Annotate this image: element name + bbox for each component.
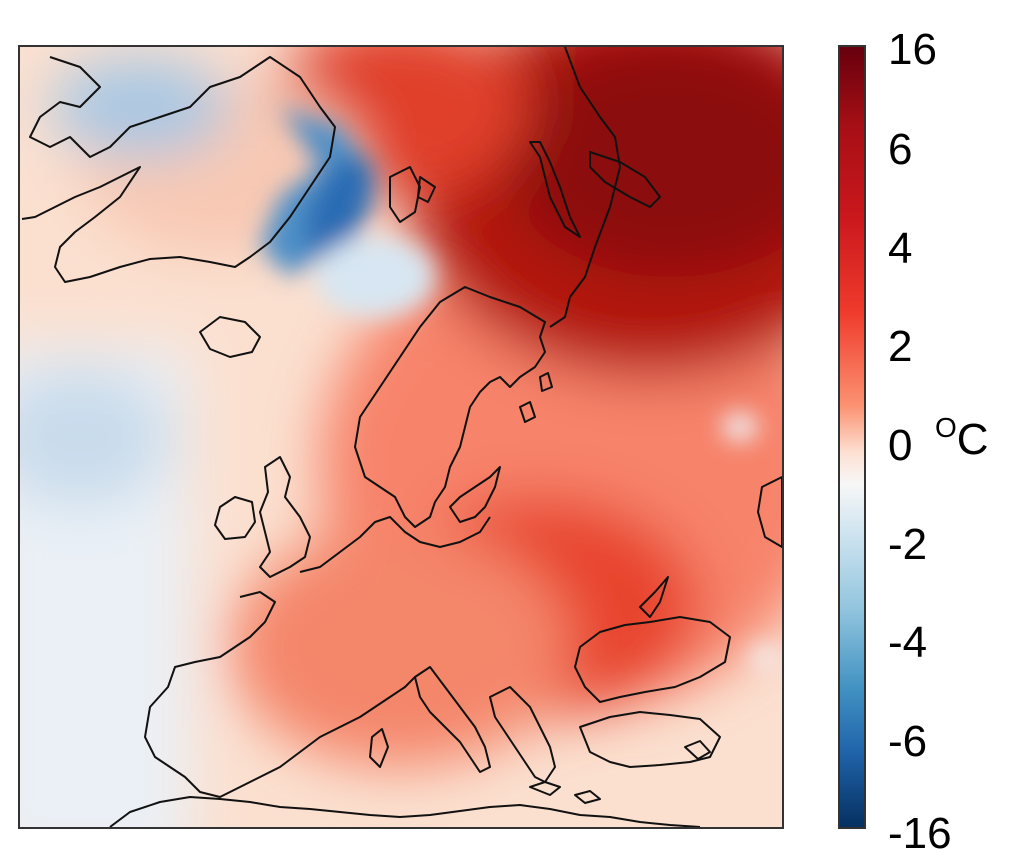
iceland-coast (199, 316, 261, 358)
britain-coast (259, 456, 311, 578)
novaya-zemlya-coast (529, 141, 581, 238)
cold-streak (260, 107, 779, 669)
map-canvas (20, 47, 782, 827)
greenland-coast (21, 56, 336, 283)
colorbar-tick-0: 0 (888, 421, 913, 470)
colorbar-tick-16: 16 (888, 25, 937, 74)
unit-letter: C (956, 415, 989, 464)
continental-coast (299, 516, 491, 573)
colorbar-tick-m2: -2 (888, 520, 928, 569)
colorbar-tick-m4: -4 (888, 618, 928, 667)
svalbard-coast (389, 166, 436, 223)
anomaly-field (20, 47, 782, 827)
black-sea-coast (574, 616, 731, 703)
colorbar (838, 45, 866, 829)
scandinavia-coast (354, 286, 546, 528)
coastlines (21, 47, 782, 827)
colorbar-tick-6: 6 (888, 125, 913, 174)
italy-coast (414, 666, 491, 773)
colorbar-tick-m6: -6 (888, 717, 928, 766)
north-africa-coast (109, 796, 701, 827)
colorbar-unit-label: OC (935, 414, 989, 464)
colorbar-tick-2: 2 (888, 322, 913, 371)
colorbar-tick-4: 4 (888, 224, 913, 273)
russia-arctic-coast (549, 47, 621, 328)
temperature-map (18, 45, 784, 829)
degree-symbol: O (935, 412, 957, 443)
ireland-coast (214, 496, 256, 540)
colorbar-tick-m16: -16 (888, 809, 952, 858)
